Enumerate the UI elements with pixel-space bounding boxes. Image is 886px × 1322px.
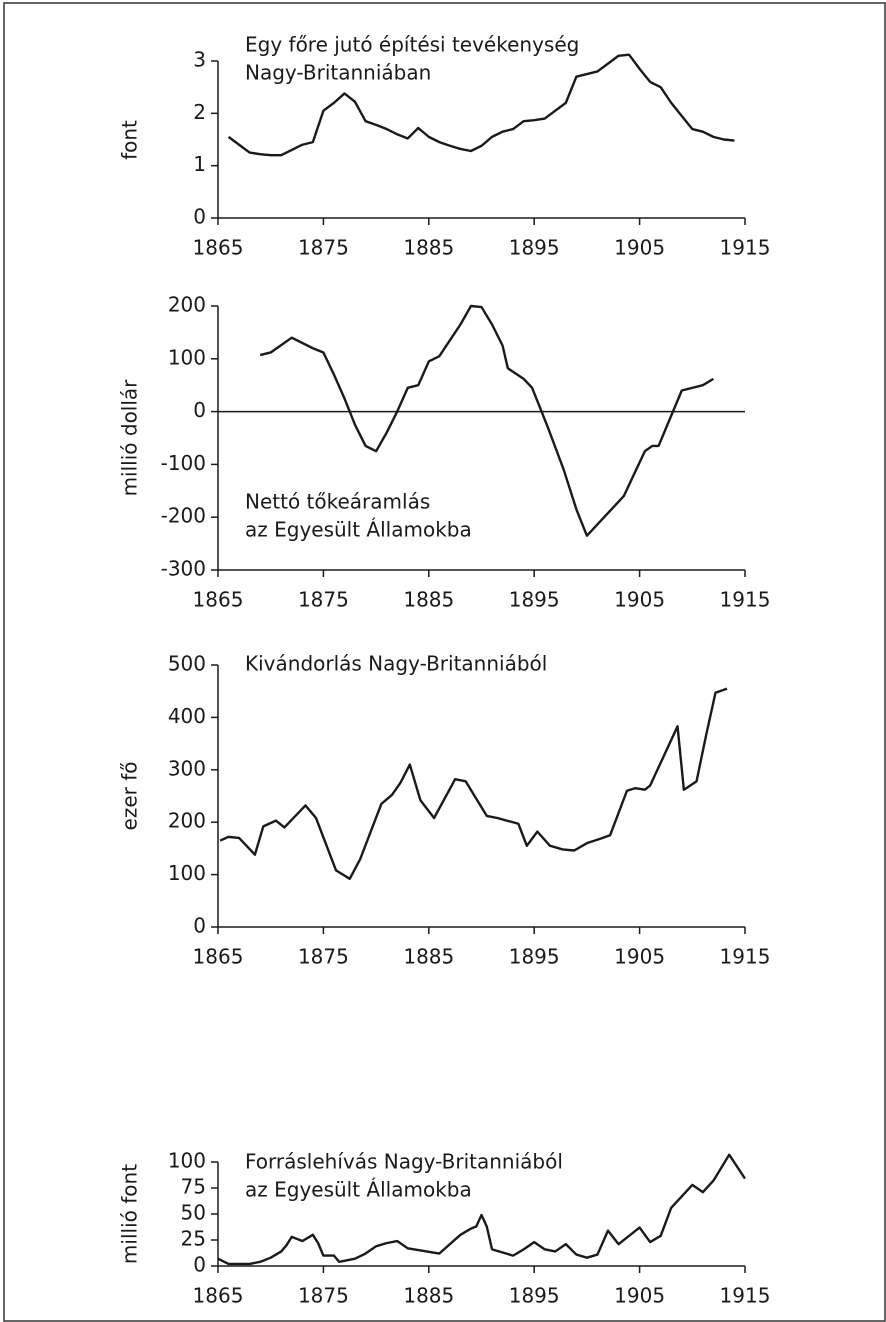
y-tick-label: 2: [193, 100, 206, 124]
annotation: Nettó tőkeáramlás: [245, 490, 430, 514]
annotation: az Egyesült Államokba: [245, 1178, 472, 1202]
x-tick-label: 1895: [509, 945, 560, 969]
y-tick-label: 200: [168, 293, 206, 317]
x-tick-label: 1875: [298, 236, 349, 260]
y-tick-label: 400: [168, 704, 206, 728]
annotation: Egy főre jutó építési tevékenység: [245, 33, 579, 57]
x-tick-label: 1885: [403, 945, 454, 969]
y-tick-label: 0: [193, 914, 206, 938]
x-tick-label: 1865: [193, 1284, 244, 1308]
x-tick-label: 1875: [298, 945, 349, 969]
annotation: Nagy-Britanniában: [245, 61, 431, 85]
x-tick-label: 1885: [403, 588, 454, 612]
y-tick-label: -300: [161, 557, 206, 581]
annotation: Kivándorlás Nagy-Britanniából: [245, 652, 547, 676]
x-tick-label: 1915: [720, 236, 771, 260]
y-tick-label: 100: [168, 861, 206, 885]
x-tick-label: 1885: [403, 1284, 454, 1308]
y-tick-label: 200: [168, 809, 206, 833]
y-tick-label: 75: [181, 1175, 206, 1199]
x-tick-label: 1905: [614, 1284, 665, 1308]
x-tick-label: 1905: [614, 588, 665, 612]
data-line: [217, 1153, 747, 1266]
x-tick-label: 1895: [509, 588, 560, 612]
x-tick-label: 1865: [193, 236, 244, 260]
y-tick-label: 500: [168, 652, 206, 676]
y-tick-label: 50: [181, 1201, 206, 1225]
x-tick-label: 1865: [193, 945, 244, 969]
y-tick-label: 1: [193, 152, 206, 176]
x-tick-label: 1915: [720, 1284, 771, 1308]
y-tick-label: 3: [193, 48, 206, 72]
y-tick-label: 0: [193, 205, 206, 229]
y-axis-label: millió font: [118, 1164, 142, 1264]
x-tick-label: 1905: [614, 236, 665, 260]
y-tick-label: 100: [168, 345, 206, 369]
data-line: [219, 687, 728, 880]
y-tick-label: -200: [161, 504, 206, 528]
x-tick-label: 1865: [193, 588, 244, 612]
y-axis-label: font: [118, 120, 142, 160]
y-tick-label: -100: [161, 451, 206, 475]
x-tick-label: 1905: [614, 945, 665, 969]
y-tick-label: 25: [181, 1227, 206, 1251]
x-tick-label: 1915: [720, 945, 771, 969]
x-tick-label: 1885: [403, 236, 454, 260]
annotation: Forráslehívás Nagy-Britanniából: [245, 1150, 563, 1174]
x-tick-label: 1895: [509, 236, 560, 260]
y-tick-label: 0: [193, 398, 206, 422]
y-tick-label: 0: [193, 1253, 206, 1277]
frame: [3, 2, 886, 1322]
data-line: [259, 304, 714, 537]
y-axis-label: ezer fő: [118, 762, 142, 831]
annotation: az Egyesült Államokba: [245, 518, 472, 542]
x-tick-label: 1875: [298, 588, 349, 612]
x-tick-label: 1875: [298, 1284, 349, 1308]
y-tick-label: 100: [168, 1149, 206, 1173]
data-line: [227, 53, 735, 157]
y-axis-label: millió dollár: [118, 379, 142, 497]
x-tick-label: 1895: [509, 1284, 560, 1308]
x-tick-label: 1915: [720, 588, 771, 612]
y-tick-label: 300: [168, 756, 206, 780]
